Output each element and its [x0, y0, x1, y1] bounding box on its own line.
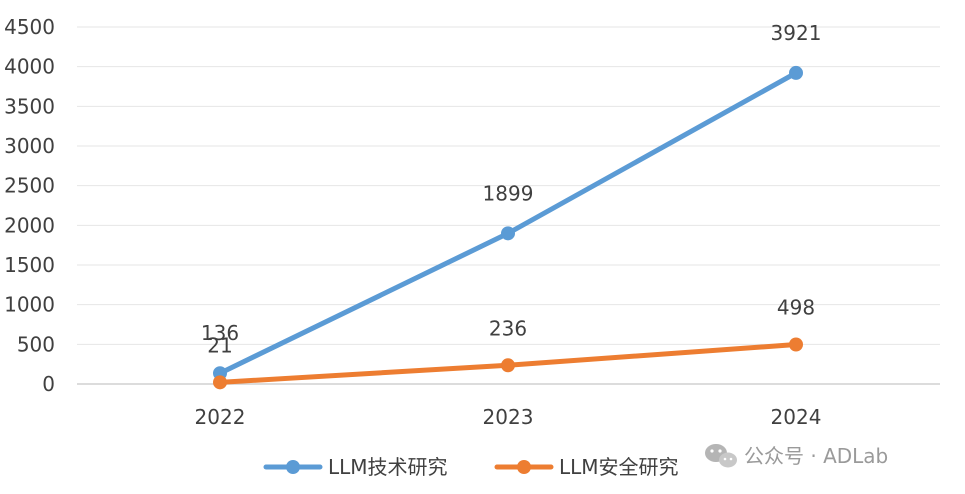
- legend-item[interactable]: LLM技术研究: [263, 455, 448, 479]
- y-tick-label: 3000: [4, 134, 55, 158]
- x-tick-label: 2022: [195, 405, 246, 429]
- wechat-icon: [705, 444, 737, 468]
- x-tick-label: 2024: [771, 405, 822, 429]
- legend-point-marker: [517, 460, 531, 474]
- data-point[interactable]: [501, 226, 515, 241]
- data-point[interactable]: [789, 337, 803, 352]
- watermark: 公众号 · ADLab: [705, 444, 888, 468]
- data-point[interactable]: [213, 375, 227, 390]
- y-axis: 0 500 1000 1500 2000 2500 3000 3500 4000 4500: [4, 15, 55, 396]
- y-tick-label: 3500: [4, 94, 55, 118]
- y-tick-label: 1000: [4, 293, 55, 317]
- data-label: 3921: [771, 21, 822, 45]
- data-label: 136: [201, 321, 239, 345]
- legend-label: LLM技术研究: [328, 455, 448, 479]
- watermark-text: 公众号 · ADLab: [744, 444, 888, 468]
- y-tick-label: 4500: [4, 15, 55, 39]
- y-tick-label: 1500: [4, 253, 55, 277]
- series-layer: [213, 65, 803, 390]
- data-label: 498: [777, 295, 815, 319]
- gridlines: [77, 26, 940, 385]
- y-tick-label: 4000: [4, 55, 55, 79]
- x-axis: 2022 2023 2024: [195, 405, 822, 429]
- legend[interactable]: LLM技术研究 LLM安全研究: [263, 455, 679, 479]
- y-tick-label: 2500: [4, 174, 55, 198]
- y-tick-label: 2000: [4, 213, 55, 237]
- data-point[interactable]: [789, 65, 803, 80]
- y-tick-label: 0: [42, 372, 55, 396]
- x-tick-label: 2023: [483, 405, 534, 429]
- legend-label: LLM安全研究: [559, 455, 679, 479]
- data-label: 21: [207, 333, 232, 357]
- data-label: 1899: [483, 181, 534, 205]
- legend-point-marker: [286, 460, 300, 474]
- data-labels: 136 1899 3921 21 236 498: [201, 21, 822, 357]
- data-label: 236: [489, 316, 527, 340]
- data-point[interactable]: [501, 358, 515, 373]
- legend-item[interactable]: LLM安全研究: [494, 455, 679, 479]
- y-tick-label: 500: [17, 332, 55, 356]
